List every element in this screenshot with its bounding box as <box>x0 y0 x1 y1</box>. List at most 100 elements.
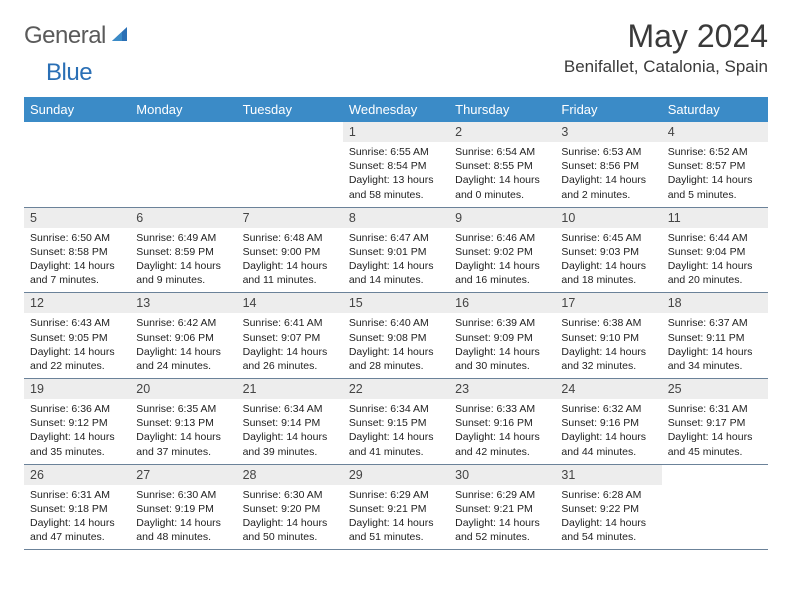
sunrise: Sunrise: 6:43 AM <box>30 316 124 330</box>
day-cell: 11Sunrise: 6:44 AMSunset: 9:04 PMDayligh… <box>662 208 768 293</box>
sunset: Sunset: 8:58 PM <box>30 245 124 259</box>
daylight: Daylight: 14 hours and 7 minutes. <box>30 259 124 287</box>
day-details: Sunrise: 6:33 AMSunset: 9:16 PMDaylight:… <box>449 399 555 464</box>
day-details: Sunrise: 6:45 AMSunset: 9:03 PMDaylight:… <box>555 228 661 293</box>
sunrise: Sunrise: 6:47 AM <box>349 231 443 245</box>
day-details: Sunrise: 6:48 AMSunset: 9:00 PMDaylight:… <box>237 228 343 293</box>
logo-text-blue: Blue <box>46 59 92 86</box>
sunrise: Sunrise: 6:54 AM <box>455 145 549 159</box>
day-number: 1 <box>343 122 449 142</box>
sunset: Sunset: 9:01 PM <box>349 245 443 259</box>
day-details: Sunrise: 6:53 AMSunset: 8:56 PMDaylight:… <box>555 142 661 207</box>
daylight: Daylight: 14 hours and 42 minutes. <box>455 430 549 458</box>
logo-text-general: General <box>24 22 106 50</box>
dow-cell: Wednesday <box>343 97 449 122</box>
dow-cell: Sunday <box>24 97 130 122</box>
day-number: 7 <box>237 208 343 228</box>
day-number: 30 <box>449 465 555 485</box>
day-cell: 21Sunrise: 6:34 AMSunset: 9:14 PMDayligh… <box>237 379 343 464</box>
daylight: Daylight: 13 hours and 58 minutes. <box>349 173 443 201</box>
day-cell: 16Sunrise: 6:39 AMSunset: 9:09 PMDayligh… <box>449 293 555 378</box>
day-details: Sunrise: 6:50 AMSunset: 8:58 PMDaylight:… <box>24 228 130 293</box>
sunrise: Sunrise: 6:32 AM <box>561 402 655 416</box>
day-cell: 1 Sunrise: 6:55 AMSunset: 8:54 PMDaylight… <box>343 122 449 207</box>
daylight: Daylight: 14 hours and 52 minutes. <box>455 516 549 544</box>
calendar: SundayMondayTuesdayWednesdayThursdayFrid… <box>24 97 768 550</box>
daylight: Daylight: 14 hours and 0 minutes. <box>455 173 549 201</box>
sunset: Sunset: 9:12 PM <box>30 416 124 430</box>
day-details: Sunrise: 6:28 AMSunset: 9:22 PMDaylight:… <box>555 485 661 550</box>
day-cell: 23Sunrise: 6:33 AMSunset: 9:16 PMDayligh… <box>449 379 555 464</box>
sunset: Sunset: 8:55 PM <box>455 159 549 173</box>
day-cell: 28Sunrise: 6:30 AMSunset: 9:20 PMDayligh… <box>237 465 343 550</box>
daylight: Daylight: 14 hours and 34 minutes. <box>668 345 762 373</box>
day-number: 21 <box>237 379 343 399</box>
day-details: Sunrise: 6:52 AMSunset: 8:57 PMDaylight:… <box>662 142 768 207</box>
dow-cell: Tuesday <box>237 97 343 122</box>
day-cell: 5Sunrise: 6:50 AMSunset: 8:58 PMDaylight… <box>24 208 130 293</box>
sunrise: Sunrise: 6:31 AM <box>668 402 762 416</box>
day-number: 3 <box>555 122 661 142</box>
sunset: Sunset: 9:05 PM <box>30 331 124 345</box>
day-details: Sunrise: 6:49 AMSunset: 8:59 PMDaylight:… <box>130 228 236 293</box>
sunrise: Sunrise: 6:34 AM <box>243 402 337 416</box>
day-cell: 14Sunrise: 6:41 AMSunset: 9:07 PMDayligh… <box>237 293 343 378</box>
day-number: 10 <box>555 208 661 228</box>
day-number: 4 <box>662 122 768 142</box>
sunset: Sunset: 9:00 PM <box>243 245 337 259</box>
sunrise: Sunrise: 6:30 AM <box>136 488 230 502</box>
day-number: 19 <box>24 379 130 399</box>
logo: General <box>24 22 132 50</box>
day-number: 28 <box>237 465 343 485</box>
daylight: Daylight: 14 hours and 44 minutes. <box>561 430 655 458</box>
month-title: May 2024 <box>564 18 768 55</box>
day-cell: 30 Sunrise: 6:29 AMSunset: 9:21 PMDayligh… <box>449 465 555 550</box>
sunset: Sunset: 9:22 PM <box>561 502 655 516</box>
sunrise: Sunrise: 6:55 AM <box>349 145 443 159</box>
sunset: Sunset: 9:16 PM <box>455 416 549 430</box>
daylight: Daylight: 14 hours and 26 minutes. <box>243 345 337 373</box>
sunset: Sunset: 8:57 PM <box>668 159 762 173</box>
day-details: Sunrise: 6:34 AMSunset: 9:14 PMDaylight:… <box>237 399 343 464</box>
day-cell: 9Sunrise: 6:46 AMSunset: 9:02 PMDaylight… <box>449 208 555 293</box>
daylight: Daylight: 14 hours and 41 minutes. <box>349 430 443 458</box>
day-number: 24 <box>555 379 661 399</box>
sunrise: Sunrise: 6:38 AM <box>561 316 655 330</box>
sunset: Sunset: 9:14 PM <box>243 416 337 430</box>
sunrise: Sunrise: 6:46 AM <box>455 231 549 245</box>
daylight: Daylight: 14 hours and 20 minutes. <box>668 259 762 287</box>
sunset: Sunset: 9:17 PM <box>668 416 762 430</box>
day-details: Sunrise: 6:34 AMSunset: 9:15 PMDaylight:… <box>343 399 449 464</box>
daylight: Daylight: 14 hours and 39 minutes. <box>243 430 337 458</box>
day-details: Sunrise: 6:36 AMSunset: 9:12 PMDaylight:… <box>24 399 130 464</box>
day-details: Sunrise: 6:39 AMSunset: 9:09 PMDaylight:… <box>449 313 555 378</box>
day-cell: 31Sunrise: 6:28 AMSunset: 9:22 PMDayligh… <box>555 465 661 550</box>
day-details: Sunrise: 6:44 AMSunset: 9:04 PMDaylight:… <box>662 228 768 293</box>
daylight: Daylight: 14 hours and 22 minutes. <box>30 345 124 373</box>
day-number: 22 <box>343 379 449 399</box>
day-number: 16 <box>449 293 555 313</box>
sunset: Sunset: 9:21 PM <box>455 502 549 516</box>
day-details: Sunrise: 6:40 AMSunset: 9:08 PMDaylight:… <box>343 313 449 378</box>
daylight: Daylight: 14 hours and 50 minutes. <box>243 516 337 544</box>
empty-cell <box>24 122 130 207</box>
daylight: Daylight: 14 hours and 47 minutes. <box>30 516 124 544</box>
day-cell: 26Sunrise: 6:31 AMSunset: 9:18 PMDayligh… <box>24 465 130 550</box>
sunrise: Sunrise: 6:33 AM <box>455 402 549 416</box>
daylight: Daylight: 14 hours and 11 minutes. <box>243 259 337 287</box>
sunset: Sunset: 8:54 PM <box>349 159 443 173</box>
sunrise: Sunrise: 6:50 AM <box>30 231 124 245</box>
day-details: Sunrise: 6:47 AMSunset: 9:01 PMDaylight:… <box>343 228 449 293</box>
day-details: Sunrise: 6:37 AMSunset: 9:11 PMDaylight:… <box>662 313 768 378</box>
daylight: Daylight: 14 hours and 16 minutes. <box>455 259 549 287</box>
day-number: 25 <box>662 379 768 399</box>
day-details: Sunrise: 6:32 AMSunset: 9:16 PMDaylight:… <box>555 399 661 464</box>
day-number: 9 <box>449 208 555 228</box>
day-cell: 29Sunrise: 6:29 AMSunset: 9:21 PMDayligh… <box>343 465 449 550</box>
day-number: 17 <box>555 293 661 313</box>
day-details: Sunrise: 6:31 AMSunset: 9:18 PMDaylight:… <box>24 485 130 550</box>
week-row: 5Sunrise: 6:50 AMSunset: 8:58 PMDaylight… <box>24 208 768 294</box>
daylight: Daylight: 14 hours and 35 minutes. <box>30 430 124 458</box>
day-number: 23 <box>449 379 555 399</box>
sunrise: Sunrise: 6:29 AM <box>455 488 549 502</box>
